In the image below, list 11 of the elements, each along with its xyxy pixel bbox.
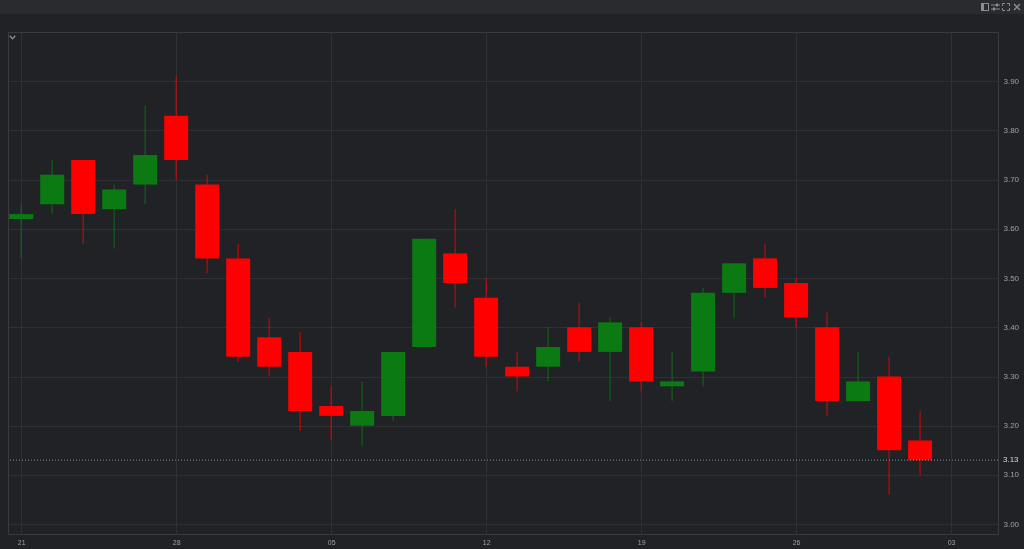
y-tick-label: 3.80 xyxy=(1003,125,1020,135)
y-tick-label: 3.50 xyxy=(1003,273,1020,283)
y-tick-label: 3.00 xyxy=(1003,519,1020,529)
y-tick-label: 3.90 xyxy=(1003,76,1020,86)
y-tick-label: 3.70 xyxy=(1003,175,1020,185)
y-tick-label: 3.40 xyxy=(1003,322,1020,332)
y-tick-label: 3.10 xyxy=(1003,470,1020,480)
ref-line-label: 3.13 xyxy=(1003,455,1020,465)
y-tick-label: 3.20 xyxy=(1003,421,1020,431)
y-tick-label: 3.30 xyxy=(1003,372,1020,382)
y-tick-label: 3.60 xyxy=(1003,224,1020,234)
